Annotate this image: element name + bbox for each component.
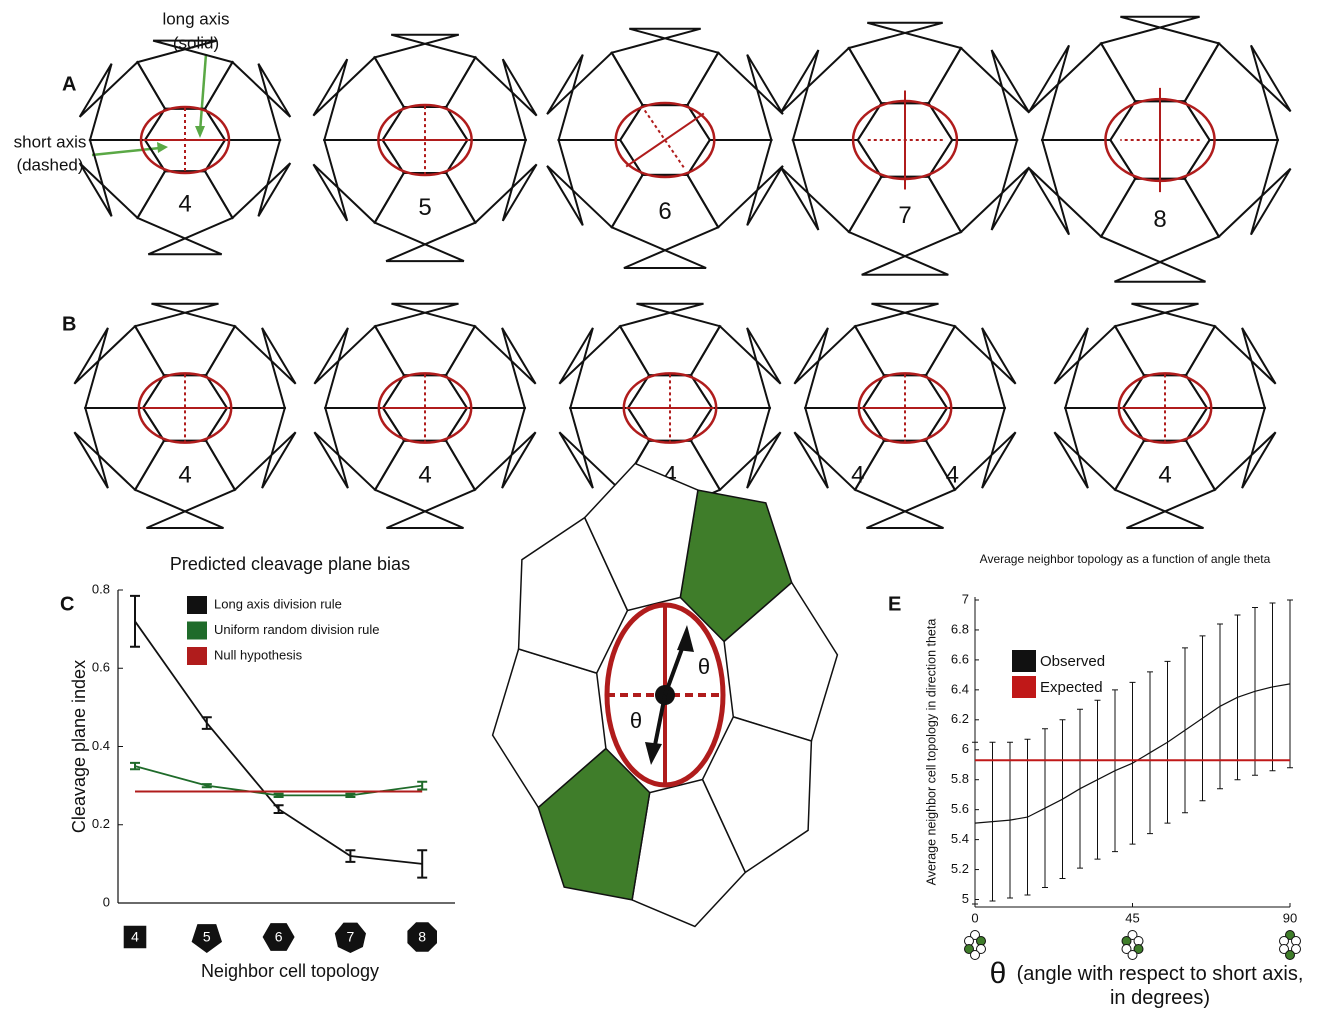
panel-label: A [62,73,76,95]
y-tick-label: 0 [103,894,110,909]
arrow [200,54,206,132]
y-tick-label: 6.6 [951,651,969,666]
angle-label: θ [630,708,642,733]
x-tick-label: 7 [347,929,355,945]
cell-label: 5 [418,194,431,221]
cell-label: 8 [1153,206,1166,233]
x-tick-label: 8 [418,929,426,945]
x-axis-symbol: θ [990,957,1007,990]
panel-label: B [62,313,76,335]
y-tick-label: 5.2 [951,861,969,876]
cell-label: 4 [1158,462,1171,489]
annotation: long axis [162,9,229,28]
cell-label: 6 [658,198,671,225]
cell-label: 4 [418,462,431,489]
cell [375,35,476,107]
legend-swatch [187,622,207,640]
cell [135,304,235,376]
y-tick-label: 0.4 [92,738,110,753]
x-axis-label: Neighbor cell topology [201,961,379,981]
y-tick-label: 6.8 [951,621,969,636]
y-tick-label: 0.6 [92,660,110,675]
figure-canvas: A B C D E long axis (solid) short axis (… [0,0,1320,1016]
cell-label: 4 [946,462,959,489]
icon-cell [971,951,980,960]
long-axis [626,113,704,166]
figure: A B C D E long axis (solid) short axis (… [0,0,1320,1016]
x-tick-label: 6 [275,929,283,945]
y-tick-label: 6.4 [951,681,969,696]
cell-label: 4 [851,462,864,489]
x-tick-label: 0 [971,910,978,925]
icon-cell [1128,951,1137,960]
legend-label: Null hypothesis [214,647,303,662]
legend-swatch [187,596,207,614]
y-tick-label: 5 [962,891,969,906]
y-tick-label: 5.8 [951,771,969,786]
x-tick-label: 4 [131,929,139,945]
icon-cell [1286,951,1295,960]
y-tick-label: 0.2 [92,816,110,831]
panel-label: E [888,593,901,615]
annotation: short axis [14,132,87,151]
y-tick-label: 5.4 [951,831,969,846]
legend-label: Uniform random division rule [214,622,379,637]
error-bar [130,763,140,769]
cell-label: 4 [178,190,191,217]
y-tick-label: 0.8 [92,581,110,596]
chart-title: Average neighbor topology as a function … [980,552,1271,566]
x-tick-label: 45 [1125,910,1139,925]
legend-swatch [1012,650,1036,672]
y-tick-label: 6.2 [951,711,969,726]
y-tick-label: 5.6 [951,801,969,816]
arrow-head [157,142,168,153]
cell [612,29,718,105]
y-axis-label: Cleavage plane index [69,660,89,833]
legend-label: Expected [1040,679,1103,696]
cell [855,441,955,528]
cell-label: 7 [898,202,911,229]
legend-swatch [187,647,207,665]
legend-label: Long axis division rule [214,596,342,611]
y-axis-label: Average neighbor cell topology in direct… [924,619,938,886]
chart-title: Predicted cleavage plane bias [170,554,410,574]
x-tick-label: 5 [203,929,211,945]
cell [855,304,955,376]
arrow-head [195,126,205,138]
legend-label: Observed [1040,653,1105,670]
panel-label: C [60,593,74,615]
y-tick-label: 6 [962,741,969,756]
cell [1115,304,1215,376]
x-axis-label: (angle with respect to short axis, in de… [1010,962,1310,1010]
angle-label: θ [698,654,710,679]
cell-label: 4 [178,462,191,489]
cell [375,304,475,376]
error-bar [130,596,140,647]
x-tick-label: 90 [1283,910,1297,925]
legend-swatch [1012,676,1036,698]
annotation: (dashed) [16,155,83,174]
cell [620,304,720,376]
y-tick-label: 7 [962,591,969,606]
